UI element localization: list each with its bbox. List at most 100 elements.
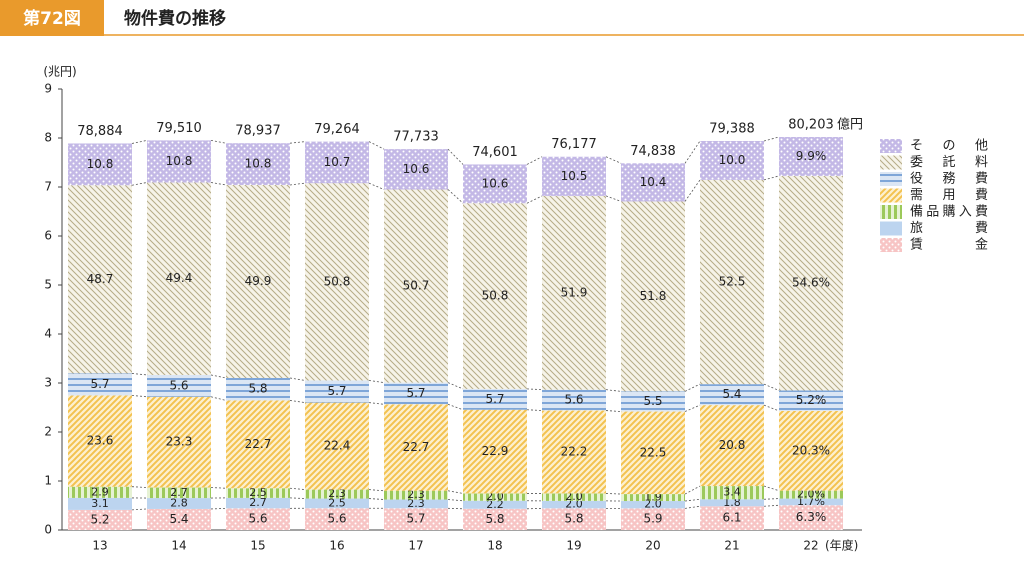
legend-swatch	[880, 222, 902, 236]
connector	[132, 182, 147, 185]
value-label: 10.6	[403, 162, 430, 176]
x-tick-label: 22	[803, 539, 818, 553]
legend-label: 賃金	[910, 237, 988, 253]
connector	[132, 395, 147, 396]
connector	[527, 157, 542, 165]
connector	[606, 493, 621, 494]
value-label: 50.8	[482, 289, 509, 303]
total-label: 79,388	[709, 121, 755, 136]
connector	[290, 183, 305, 185]
value-label: 5.4	[169, 512, 188, 526]
y-tick-label: 0	[44, 523, 52, 537]
value-label: 10.4	[640, 175, 667, 189]
connector	[685, 499, 700, 501]
connector	[211, 140, 226, 143]
connector	[685, 141, 700, 163]
connector	[132, 140, 147, 143]
total-label: 80,203	[788, 118, 834, 133]
legend-label: 備品購入費	[910, 204, 988, 220]
x-tick-label: 19	[566, 539, 581, 553]
y-tick-label: 3	[44, 376, 52, 390]
connector	[448, 491, 463, 494]
total-label: 76,177	[551, 137, 597, 152]
value-label: 5.7	[90, 377, 109, 391]
legend-label: 委託料	[910, 154, 988, 170]
connector	[448, 508, 463, 509]
connector	[527, 389, 542, 390]
value-label: 20.3%	[792, 443, 830, 457]
legend-swatch	[880, 172, 902, 186]
value-label: 48.7	[87, 272, 114, 286]
connector	[290, 488, 305, 489]
total-label: 79,264	[314, 122, 360, 137]
total-label: 79,510	[156, 121, 202, 136]
connector	[685, 384, 700, 391]
value-label: 20.8	[719, 438, 746, 452]
x-tick-label: 20	[645, 539, 660, 553]
value-label: 5.6	[564, 393, 583, 407]
value-label: 10.8	[166, 154, 193, 168]
connector	[606, 411, 621, 412]
value-label: 5.6	[169, 378, 188, 392]
connector	[211, 375, 226, 378]
connector	[448, 189, 463, 203]
y-tick-label: 1	[44, 474, 52, 488]
value-label: 6.3%	[796, 510, 827, 524]
x-tick-label: 13	[92, 539, 107, 553]
connector	[369, 183, 384, 189]
y-tick-label: 2	[44, 425, 52, 439]
connector	[764, 405, 779, 411]
value-label: 22.5	[640, 445, 667, 459]
connector	[685, 180, 700, 202]
x-unit: (年度)	[825, 538, 858, 553]
value-label: 5.5	[643, 394, 662, 408]
x-tick-label: 17	[408, 539, 423, 553]
value-label: 3.1	[91, 497, 109, 510]
connector	[764, 486, 779, 491]
connector	[290, 142, 305, 144]
connector	[132, 487, 147, 488]
value-label: 5.7	[406, 386, 425, 400]
connector	[448, 149, 463, 164]
value-label: 22.9	[482, 444, 509, 458]
connector	[369, 403, 384, 405]
value-label: 23.3	[166, 435, 193, 449]
value-label: 5.9	[643, 512, 662, 526]
y-tick-label: 5	[44, 278, 52, 292]
total-label: 74,601	[472, 145, 518, 160]
connector	[211, 488, 226, 489]
value-label: 2.7	[170, 486, 188, 499]
page-title: 物件費の推移	[124, 8, 226, 29]
value-label: 54.6%	[792, 276, 830, 290]
value-label: 22.4	[324, 439, 351, 453]
value-label: 10.7	[324, 155, 351, 169]
y-tick-label: 8	[44, 131, 52, 145]
value-label: 10.6	[482, 176, 509, 190]
value-label: 5.6	[248, 512, 267, 526]
value-label: 49.9	[245, 274, 272, 288]
connector	[685, 486, 700, 494]
connector	[606, 390, 621, 392]
total-label: 77,733	[393, 130, 439, 145]
legend-label: 需用費	[910, 188, 988, 203]
connector	[211, 397, 226, 401]
value-label: 5.2%	[796, 393, 827, 407]
legend-swatch	[880, 205, 902, 219]
connector	[290, 498, 305, 499]
value-label: 51.8	[640, 289, 667, 303]
connector	[369, 499, 384, 500]
connector	[290, 378, 305, 380]
x-tick-label: 21	[724, 539, 739, 553]
total-label: 78,884	[77, 124, 123, 139]
value-label: 9.9%	[796, 149, 827, 163]
x-tick-label: 16	[329, 539, 344, 553]
legend-label: その他	[910, 139, 988, 154]
x-tick-label: 15	[250, 539, 265, 553]
value-label: 51.9	[561, 285, 588, 299]
total-unit: 億円	[837, 117, 863, 133]
connector	[211, 508, 226, 509]
total-label: 74,838	[630, 144, 676, 159]
value-label: 2.9	[91, 485, 109, 498]
value-label: 10.5	[561, 169, 588, 183]
